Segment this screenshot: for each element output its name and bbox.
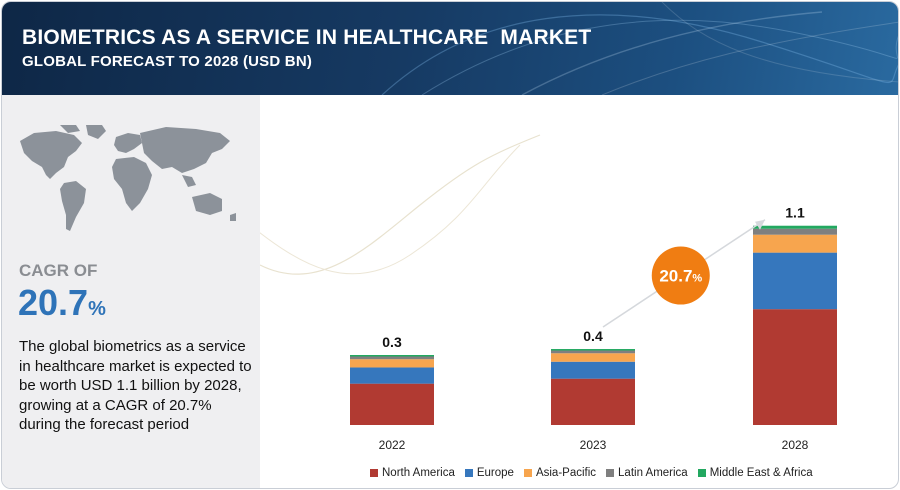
header-swirl-decoration [381, 2, 898, 95]
bar-segment-2028-4 [753, 225, 837, 229]
legend-item: Middle East & Africa [697, 467, 813, 479]
bar-segment-2028-3 [753, 228, 837, 235]
bar-segment-2022-0 [350, 383, 434, 425]
cagr-label: CAGR OF [19, 261, 98, 280]
bar-segment-2022-2 [350, 359, 434, 368]
chart-title: BIOMETRICS AS A SERVICE IN HEALTHCARE MA… [22, 26, 592, 49]
cagr-badge-label: 20.7% [659, 267, 702, 286]
bar-segment-2028-0 [753, 309, 837, 425]
total-label-2022: 0.3 [382, 334, 402, 350]
world-map-icon [20, 125, 236, 231]
legend-label: Europe [476, 467, 514, 479]
trend-layer: 20.7% [602, 219, 766, 328]
chart-legend: North America Europe Asia-Pacific Latin Ame… [370, 467, 813, 479]
total-label-2028: 1.1 [785, 205, 805, 221]
labels-layer: 0.3 2022 0.4 2023 1.1 2028 [379, 205, 809, 452]
legend-label: Asia-Pacific [535, 467, 597, 479]
bar-segment-2023-3 [551, 350, 635, 354]
bar-segment-2023-4 [551, 349, 635, 351]
legend-item: Asia-Pacific [523, 467, 597, 479]
market-description: The global biometrics as a service in he… [19, 338, 252, 433]
legend-label: Middle East & Africa [709, 467, 813, 479]
legend-label: Latin America [618, 467, 688, 479]
x-tick-label-2023: 2023 [580, 438, 607, 452]
legend-swatch [464, 469, 473, 477]
left-info-panel: CAGR OF 20.7% The global biometrics as a… [2, 95, 260, 488]
header-banner: BIOMETRICS AS A SERVICE IN HEALTHCARE MA… [2, 2, 898, 95]
decorative-curve [260, 134, 541, 275]
bar-segment-2023-0 [551, 378, 635, 425]
legend-swatch [606, 469, 615, 477]
bar-segment-2023-1 [551, 361, 635, 379]
bar-segment-2022-1 [350, 367, 434, 384]
legend-swatch [697, 469, 706, 477]
chart-subtitle: GLOBAL FORECAST TO 2028 (USD BN) [22, 53, 313, 70]
bar-segment-2022-4 [350, 355, 434, 357]
legend-swatch [523, 469, 532, 477]
legend-label: North America [382, 467, 455, 479]
bar-segment-2023-2 [551, 353, 635, 362]
legend-item: Europe [464, 467, 514, 479]
cagr-number: 20.7 [18, 282, 89, 323]
cagr-value: 20.7% [18, 282, 106, 324]
bar-segment-2028-2 [753, 234, 837, 253]
bar-segment-2022-3 [350, 356, 434, 360]
bar-segment-2028-1 [753, 252, 837, 310]
legend-item: Latin America [606, 467, 688, 479]
cagr-badge [651, 246, 710, 305]
x-tick-label-2028: 2028 [782, 438, 809, 452]
decorative-curve [260, 144, 521, 275]
total-label-2023: 0.4 [583, 328, 603, 344]
bars-layer [350, 225, 837, 425]
legend-item: North America [370, 467, 455, 479]
x-tick-label-2022: 2022 [379, 438, 406, 452]
stacked-bar-chart: 0.3 2022 0.4 2023 1.1 2028 20.7% [260, 134, 837, 452]
legend-swatch [370, 469, 378, 477]
cagr-trend-arrowhead [755, 219, 765, 230]
cagr-unit: % [88, 298, 106, 320]
